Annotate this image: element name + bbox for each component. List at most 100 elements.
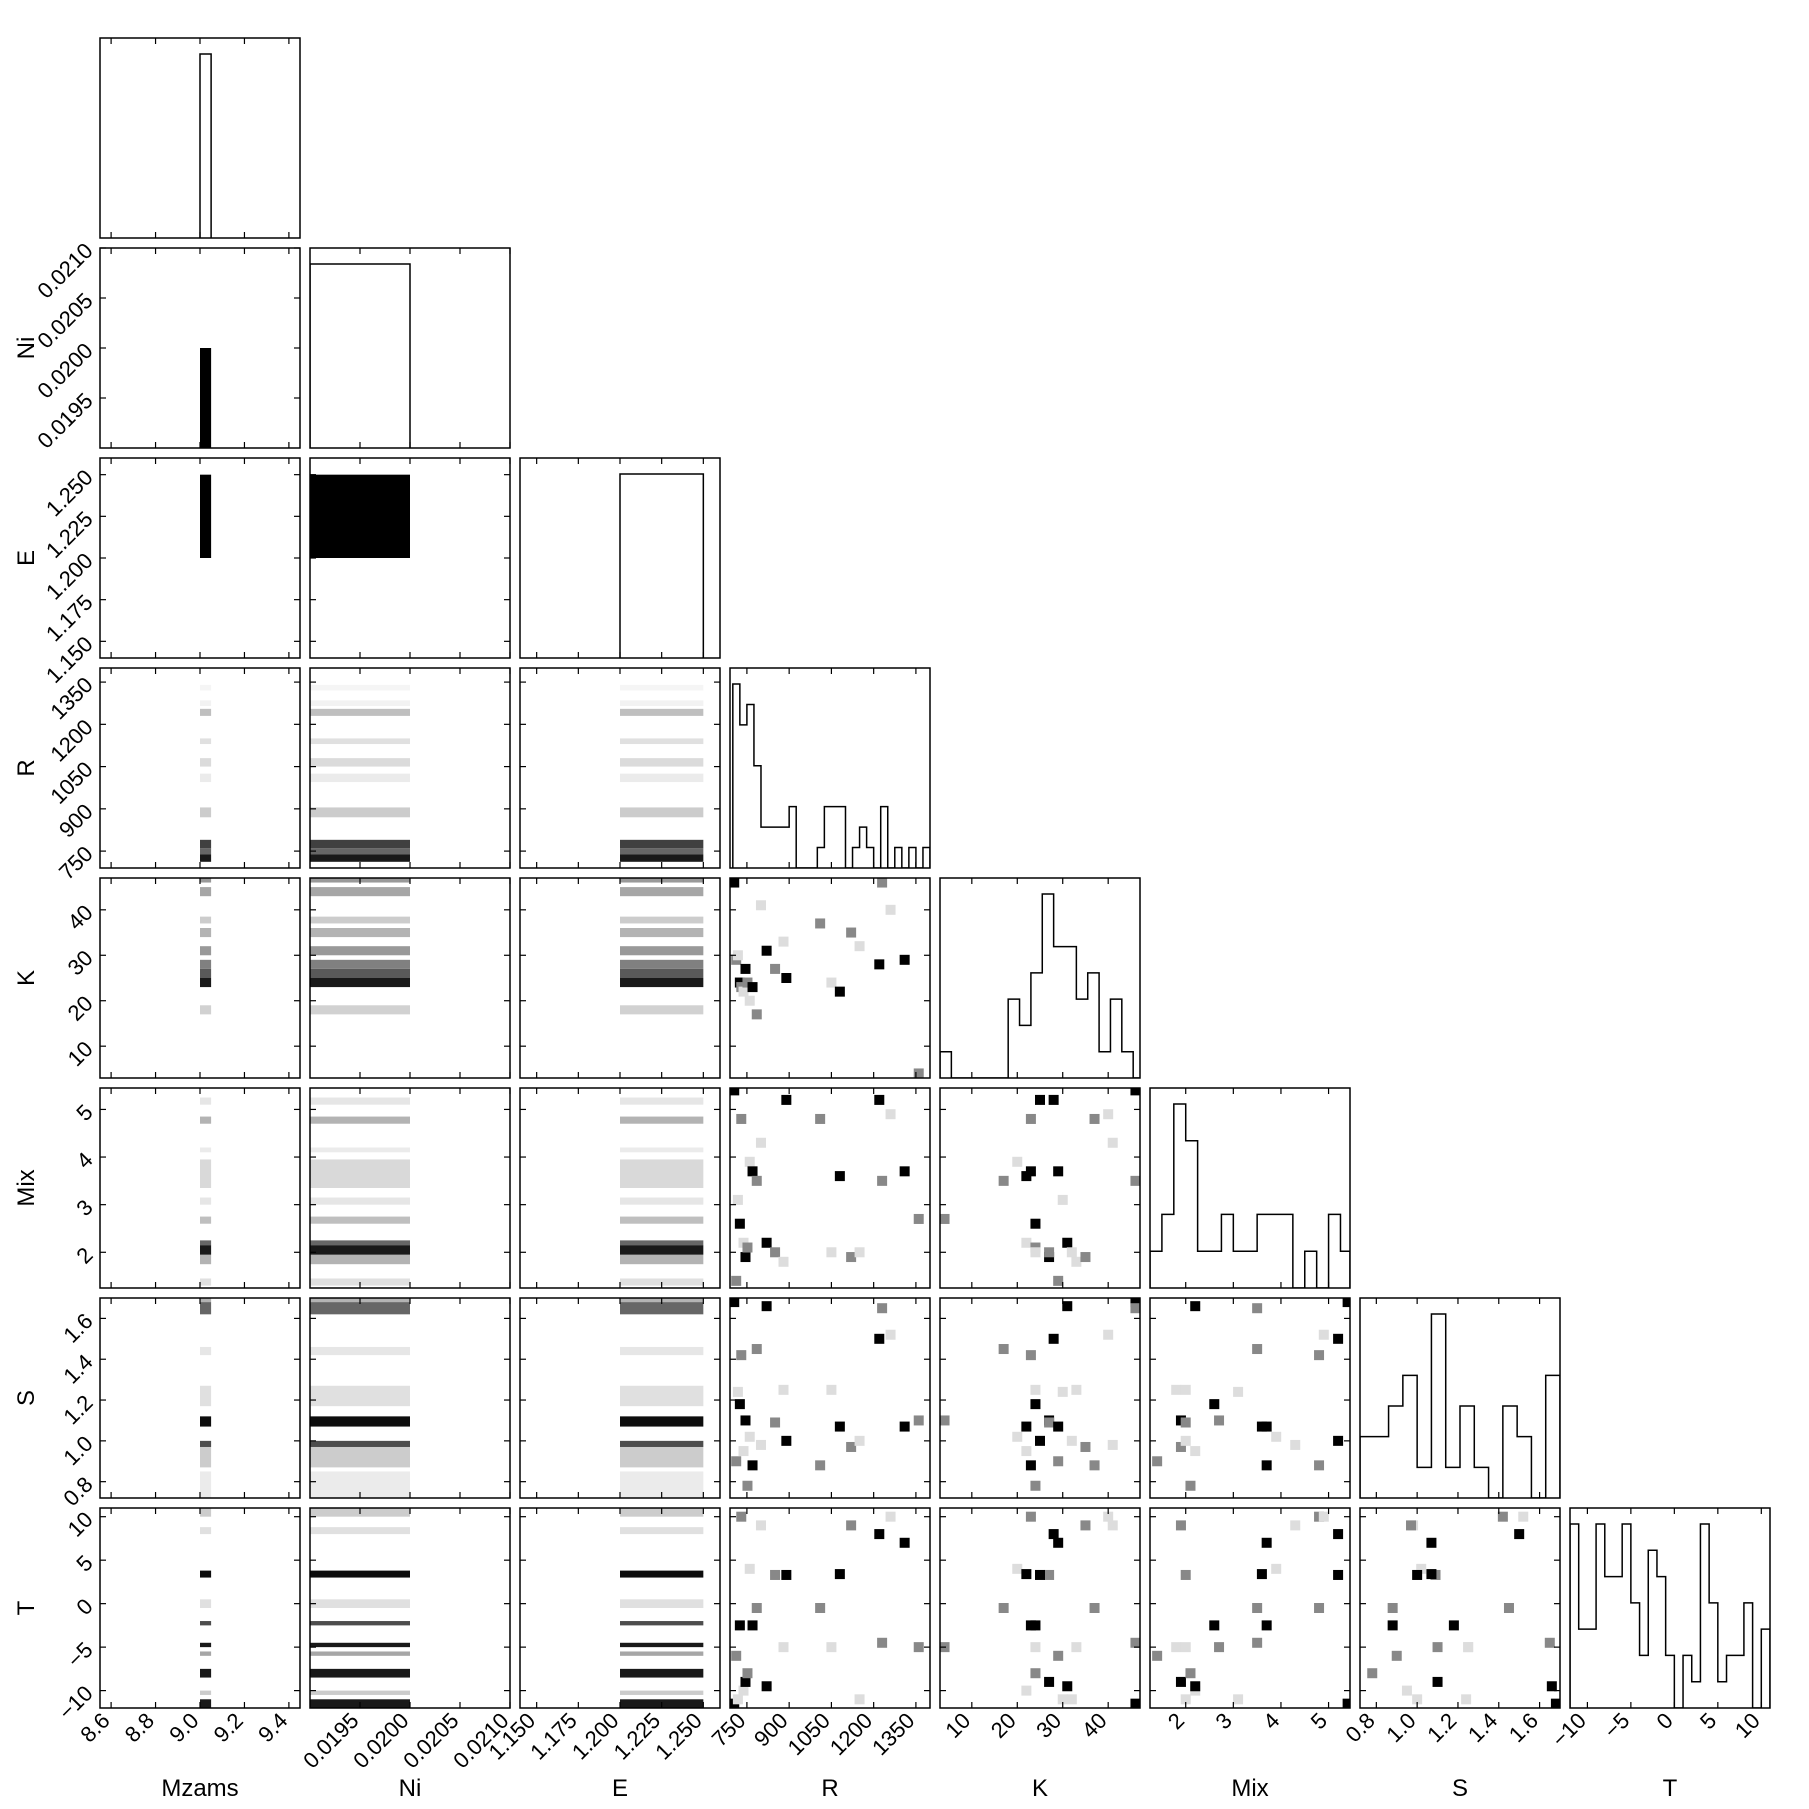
density-band — [310, 959, 410, 969]
density-band — [310, 1216, 410, 1224]
panel-content — [310, 474, 410, 558]
density-band — [310, 1668, 410, 1678]
sample-point — [1130, 1637, 1140, 1648]
sample-point — [740, 963, 751, 974]
density-band — [310, 738, 410, 745]
sample-point — [1035, 1569, 1045, 1580]
density-band — [200, 946, 212, 956]
y-axis-label-Mix: Mix — [13, 1169, 40, 1206]
sample-point — [1503, 1603, 1514, 1613]
density-band — [200, 1302, 212, 1315]
density-band — [200, 1699, 212, 1708]
density-band — [620, 807, 704, 818]
sample-point — [781, 1569, 792, 1580]
sample-point — [1180, 1569, 1191, 1580]
panel-K-K — [939, 877, 1141, 1079]
sample-point — [1103, 1511, 1114, 1522]
y-tick-label: 0 — [71, 1594, 97, 1620]
sample-point — [1367, 1668, 1378, 1679]
panel-content — [732, 683, 930, 868]
panel-content — [1367, 1511, 1560, 1708]
histogram-Mix — [1150, 1103, 1350, 1288]
density-band — [200, 1240, 212, 1246]
sample-point — [874, 1529, 885, 1540]
y-tick-label: 1.0 — [58, 1431, 97, 1470]
sample-point — [1012, 1156, 1023, 1167]
sample-point — [815, 1460, 826, 1471]
sample-point — [1053, 1456, 1064, 1467]
density-band — [620, 839, 704, 849]
density-band — [200, 1471, 212, 1498]
panel-Mzams-S — [99, 1297, 301, 1499]
density-band — [620, 1440, 704, 1447]
sample-point — [742, 1668, 753, 1679]
density-band — [310, 928, 410, 938]
sample-point — [815, 1603, 826, 1613]
sample-point — [885, 1511, 896, 1522]
sample-point — [1314, 1603, 1325, 1613]
sample-point — [826, 1642, 837, 1653]
sample-point — [913, 1415, 924, 1426]
y-axis-label-R: R — [13, 759, 40, 776]
density-band — [310, 1416, 410, 1427]
sample-point — [1412, 1569, 1423, 1580]
x-tick-label: 3 — [1211, 1708, 1237, 1734]
density-band — [200, 1642, 212, 1648]
density-band — [200, 1245, 212, 1255]
panel-Mix-S — [1149, 1297, 1351, 1499]
sample-point — [761, 945, 772, 956]
sample-point — [1416, 1563, 1427, 1574]
panel-content — [730, 1088, 924, 1286]
panel-content — [940, 893, 1140, 1078]
sample-point — [899, 954, 910, 965]
panel-R-Mix — [729, 1087, 931, 1289]
panel-frame — [1149, 1297, 1351, 1499]
sample-point — [1180, 1694, 1191, 1705]
y-tick-label: 0.0210 — [32, 238, 97, 303]
density-band — [200, 1668, 212, 1678]
density-band — [310, 700, 410, 707]
density-band — [620, 773, 704, 783]
sample-point — [1053, 1166, 1064, 1177]
density-block — [200, 474, 212, 558]
sample-point — [1025, 1350, 1036, 1361]
x-tick-label: 1.200 — [567, 1708, 624, 1765]
sample-point — [1209, 1399, 1220, 1410]
y-tick-label: 5 — [71, 1550, 97, 1576]
y-tick-label: 1.250 — [41, 465, 98, 522]
density-band — [620, 1197, 704, 1205]
sample-point — [1261, 1421, 1272, 1432]
sample-point — [751, 1603, 762, 1613]
sample-point — [1030, 1399, 1041, 1410]
x-tick-label: 1.225 — [609, 1708, 666, 1765]
y-tick-label: 10 — [63, 1507, 98, 1542]
sample-point — [940, 1415, 950, 1426]
density-band — [200, 1254, 212, 1265]
x-tick-label: 1200 — [825, 1708, 877, 1760]
panel-R-S — [729, 1297, 931, 1499]
panel-content — [200, 1097, 212, 1286]
x-tick-label: 5 — [1695, 1708, 1721, 1734]
panel-frame — [1149, 1507, 1351, 1709]
sample-point — [732, 1694, 743, 1705]
density-band — [200, 1097, 212, 1105]
density-band — [620, 1690, 704, 1695]
y-tick-label: 1.200 — [41, 548, 98, 605]
sample-point — [778, 1642, 789, 1653]
density-band — [200, 1527, 212, 1535]
sample-point — [877, 1303, 888, 1314]
panel-frame — [729, 1087, 931, 1289]
density-band — [200, 1446, 212, 1468]
density-band — [200, 1159, 212, 1188]
panel-content — [940, 1511, 1140, 1708]
x-tick-label: 20 — [986, 1708, 1021, 1743]
sample-point — [1021, 1446, 1032, 1457]
sample-point — [770, 1417, 781, 1428]
panel-Ni-S — [309, 1297, 511, 1499]
y-tick-label: 10 — [63, 1036, 98, 1071]
density-band — [620, 1005, 704, 1015]
x-tick-label: −5 — [1599, 1708, 1634, 1743]
density-band — [200, 1385, 212, 1407]
density-block — [310, 474, 410, 558]
sample-point — [846, 1441, 857, 1452]
